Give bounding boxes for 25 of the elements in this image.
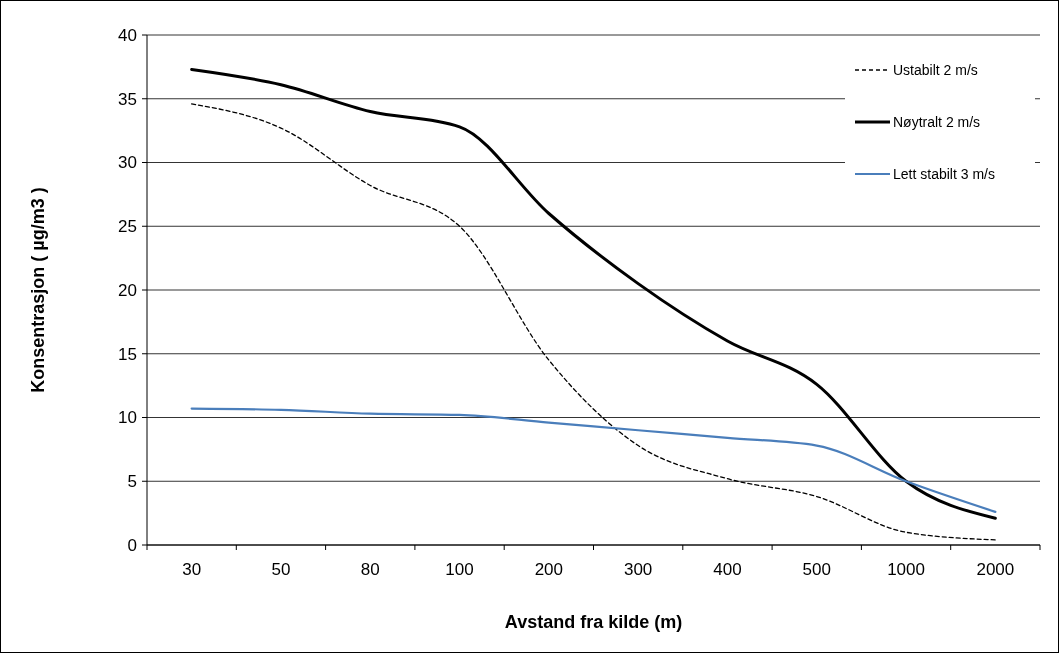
legend-label: Nøytralt 2 m/s [893,113,981,130]
y-axis-title: Konsentrasjon ( µg/m3 ) [28,187,48,393]
y-tick-label: 0 [127,535,137,555]
y-tick-label: 10 [118,408,137,428]
x-tick-label: 500 [802,560,831,579]
y-tick-label: 30 [118,153,137,173]
x-tick-label: 80 [360,560,380,579]
y-tick-label: 35 [118,89,137,109]
x-tick-label: 200 [534,560,564,579]
y-tick-label: 15 [118,344,137,364]
x-tick-label: 50 [271,560,291,579]
legend-label: Lett stabilt 3 m/s [893,165,995,182]
line-series [190,407,997,513]
x-tick-label: 1000 [887,560,925,579]
y-tick-label: 20 [118,280,137,300]
x-tick-label: 300 [623,560,653,579]
x-tick-label: 100 [445,560,474,579]
x-tick-label: 2000 [976,560,1015,579]
y-tick-label: 40 [118,25,137,45]
x-tick-label: 400 [713,560,742,579]
x-tick-label: 30 [182,560,202,579]
y-tick-label: 25 [118,217,137,237]
legend-label: Ustabilt 2 m/s [893,61,978,78]
y-tick-label: 5 [127,472,137,492]
x-axis-title: Avstand fra kilde (m) [504,612,683,632]
